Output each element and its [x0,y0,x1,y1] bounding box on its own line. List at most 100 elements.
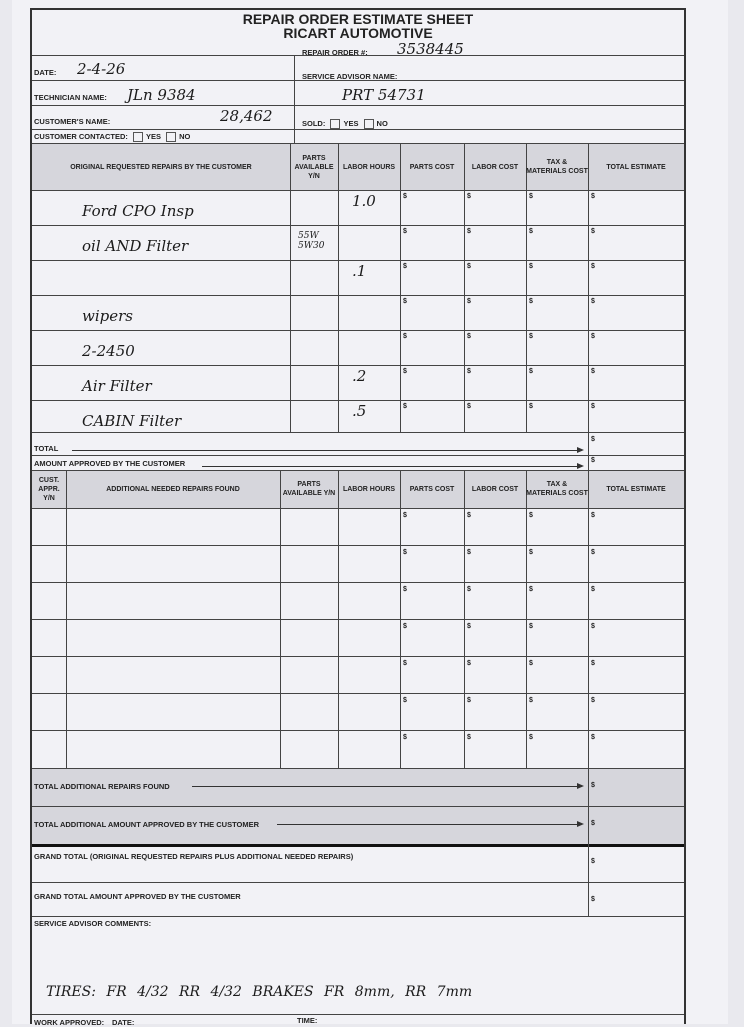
sold-label: SOLD: [302,119,326,128]
column-header: PARTS AVAILABLE Y/N [282,481,336,497]
row-divider [32,400,684,401]
currency-sign: $ [467,298,471,305]
divider [32,55,684,56]
column-header: TAX & MATERIALS COST [526,159,588,175]
currency-sign: $ [591,820,595,827]
labor-hours-value[interactable]: .5 [352,402,367,420]
divider [32,143,684,144]
column-divider [464,143,465,432]
labor-hours-value[interactable]: .1 [352,262,367,280]
header-shade [32,471,684,508]
repair-item-text[interactable]: CABIN Filter [82,412,182,430]
advisor-value[interactable]: PRT 54731 [342,86,426,104]
currency-sign: $ [529,298,533,305]
divider [294,80,684,81]
sold-field: SOLD: YES NO [302,119,388,130]
currency-sign: $ [403,228,407,235]
repair-item-text[interactable]: wipers [82,307,133,325]
currency-sign: $ [591,368,595,375]
repair-item-text[interactable]: 2-2450 [82,342,135,360]
currency-sign: $ [591,586,595,593]
row-divider [32,508,684,509]
row-divider [32,295,684,296]
grand-total-approved-label: GRAND TOTAL AMOUNT APPROVED BY THE CUSTO… [34,892,241,901]
divider [294,55,295,143]
currency-sign: $ [403,660,407,667]
column-header: LABOR HOURS [342,485,396,493]
currency-sign: $ [591,734,595,741]
repair-item-text[interactable]: oil AND Filter [82,237,189,255]
row-divider [32,693,684,694]
currency-sign: $ [467,623,471,630]
column-header: CUST. APPR. Y/N [38,476,60,502]
currency-sign: $ [403,333,407,340]
column-header: TOTAL ESTIMATE [606,163,666,171]
divider [294,105,684,106]
repair-item-text[interactable]: Air Filter [82,377,152,395]
repair-order-label: REPAIR ORDER #: [302,48,368,57]
row-divider [32,225,684,226]
repair-order-value[interactable]: 3538445 [397,40,464,58]
amount-approved-label: AMOUNT APPROVED BY THE CUSTOMER [34,459,186,468]
currency-sign: $ [529,734,533,741]
currency-sign: $ [529,403,533,410]
column-header: LABOR COST [471,163,519,171]
currency-sign: $ [591,660,595,667]
thick-divider [32,844,684,847]
currency-sign: $ [529,368,533,375]
currency-sign: $ [403,734,407,741]
repair-order-form: REPAIR ORDER ESTIMATE SHEET RICART AUTOM… [30,8,686,1027]
column-header: ADDITIONAL NEEDED REPAIRS FOUND [106,485,240,493]
contacted-no-checkbox[interactable] [166,132,177,143]
column-divider [588,768,589,916]
labor-hours-value[interactable]: .2 [352,367,367,385]
currency-sign: $ [467,368,471,375]
currency-sign: $ [403,298,407,305]
column-header: TAX & MATERIALS COST [526,481,588,497]
labor-hours-value[interactable]: 1.0 [352,192,376,210]
currency-sign: $ [403,512,407,519]
advisor-label: SERVICE ADVISOR NAME: [302,72,398,81]
currency-sign: $ [403,368,407,375]
currency-sign: $ [529,623,533,630]
divider [32,80,294,81]
comments-text[interactable]: TIRES: FR 4/32 RR 4/32 BRAKES FR 8mm, RR… [46,984,473,1000]
row-divider [32,582,684,583]
column-header: LABOR COST [471,485,519,493]
contacted-yes-checkbox[interactable] [132,132,143,143]
currency-sign: $ [529,228,533,235]
currency-sign: $ [403,549,407,556]
repair-item-text[interactable]: Ford CPO Insp [82,202,194,220]
technician-value[interactable]: JLn 9384 [127,86,196,104]
currency-sign: $ [467,263,471,270]
date-value[interactable]: 2-4-26 [77,60,126,78]
row-divider [32,882,684,883]
currency-sign: $ [529,193,533,200]
total-currency: $ [591,436,595,443]
currency-sign: $ [529,697,533,704]
row-divider [32,330,684,331]
currency-sign: $ [403,697,407,704]
sold-no-checkbox[interactable] [363,119,374,130]
row-divider [32,1014,684,1015]
row-divider [32,190,684,191]
total-additional-label: TOTAL ADDITIONAL REPAIRS FOUND [34,782,170,791]
currency-sign: $ [467,549,471,556]
parts-available-value[interactable]: 55W 5W30 [298,231,325,251]
work-approved-label: WORK APPROVED: [34,1018,105,1027]
column-divider [400,143,401,432]
currency-sign: $ [467,734,471,741]
currency-sign: $ [591,858,595,865]
row-divider [32,365,684,366]
column-header: PARTS COST [409,163,455,171]
currency-sign: $ [591,263,595,270]
customer-value[interactable]: 28,462 [220,107,273,125]
currency-sign: $ [529,263,533,270]
sold-yes-checkbox[interactable] [330,119,341,130]
currency-sign: $ [529,660,533,667]
currency-sign: $ [467,660,471,667]
currency-sign: $ [529,512,533,519]
currency-sign: $ [467,228,471,235]
currency-sign: $ [403,193,407,200]
date-label: DATE: [34,68,57,77]
